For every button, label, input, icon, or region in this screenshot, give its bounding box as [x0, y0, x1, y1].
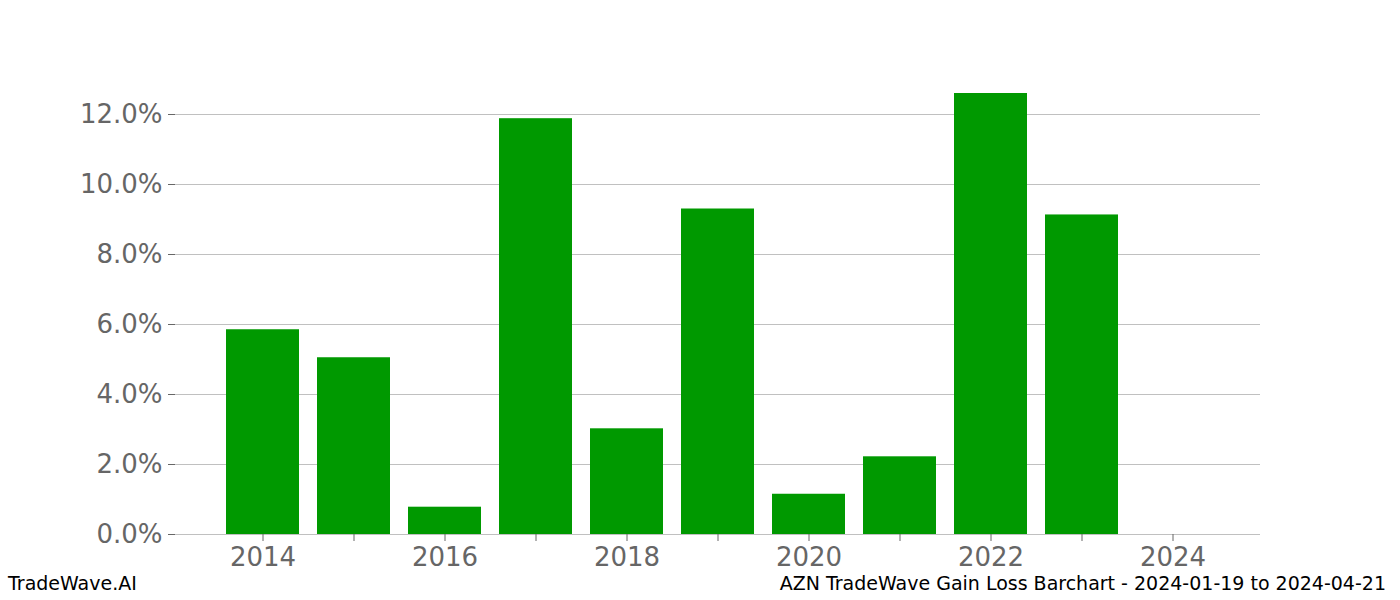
svg-text:2024: 2024	[1140, 542, 1206, 572]
svg-text:2018: 2018	[594, 542, 660, 572]
html-text:AZN TradeWave Gain Loss Barcha: AZN TradeWave Gain Loss Barchart - 2024-…	[779, 572, 1386, 594]
svg-text:12.0%: 12.0%	[80, 99, 163, 129]
html-text:TradeWave.AI: TradeWave.AI	[8, 572, 137, 594]
svg-text:0.0%: 0.0%	[96, 519, 162, 549]
svg-text:2020: 2020	[776, 542, 842, 572]
svg-text:4.0%: 4.0%	[96, 379, 162, 409]
svg-text:2022: 2022	[958, 542, 1024, 572]
svg-text:2.0%: 2.0%	[96, 449, 162, 479]
svg-text:2016: 2016	[412, 542, 478, 572]
svg-text:10.0%: 10.0%	[80, 169, 163, 199]
svg-text:8.0%: 8.0%	[96, 239, 162, 269]
svg-text:6.0%: 6.0%	[96, 309, 162, 339]
svg-text:2014: 2014	[230, 542, 296, 572]
